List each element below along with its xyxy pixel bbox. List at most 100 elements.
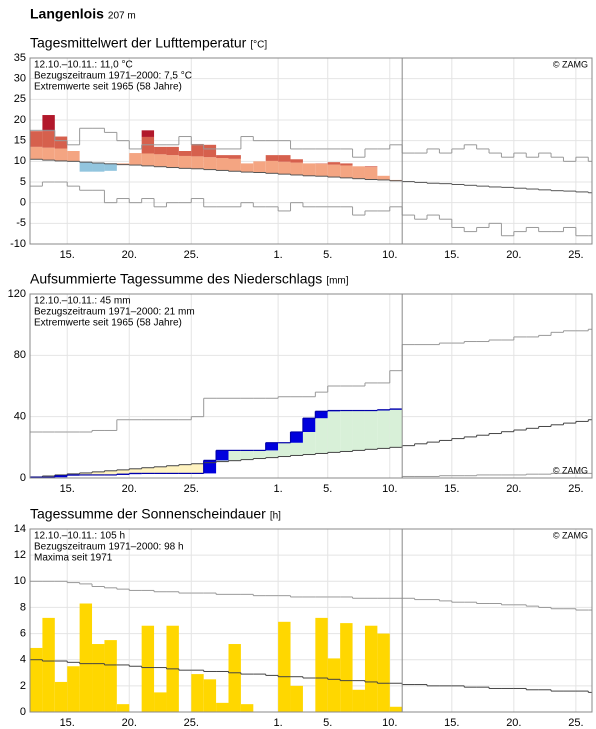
- y-tick-label: 4: [20, 654, 26, 666]
- anomaly-bar: [278, 155, 291, 162]
- bar: [290, 685, 303, 712]
- anomaly-bar: [377, 175, 390, 180]
- anomaly-bar: [278, 161, 291, 175]
- daily-increment: [216, 450, 229, 461]
- anomaly-bar: [54, 136, 68, 149]
- anomaly-bar: [216, 158, 229, 171]
- surplus-fill: [228, 450, 241, 461]
- y-tick-label: 2: [20, 680, 26, 692]
- x-tick-label: 5.: [323, 717, 332, 729]
- daily-increment: [265, 442, 279, 451]
- bar: [315, 617, 328, 712]
- bar: [42, 617, 55, 712]
- y-tick-label: -5: [16, 217, 26, 229]
- anomaly-bar: [166, 155, 179, 168]
- bar: [240, 704, 254, 712]
- bar: [377, 633, 390, 712]
- anomaly-bar: [265, 160, 279, 174]
- anomaly-bar: [352, 166, 365, 179]
- bar: [216, 702, 229, 712]
- plot-frame: [29, 57, 593, 245]
- bar: [278, 621, 291, 712]
- x-tick-label: 25.: [568, 717, 583, 729]
- anomaly-bar: [290, 162, 303, 175]
- surplus-fill: [340, 410, 353, 452]
- anomaly-bar: [54, 148, 68, 161]
- bar: [364, 625, 378, 712]
- panel-title: Tagessumme der Sonnenscheindauer: [30, 506, 266, 522]
- anomaly-bar: [30, 131, 43, 147]
- x-tick-label: 5.: [323, 483, 332, 495]
- info-note: Bezugszeitraum 1971–2000: 21 mm: [34, 307, 195, 318]
- x-tick-label: 15.: [444, 249, 459, 261]
- anomaly-bar: [79, 162, 93, 172]
- y-tick-label: 25: [14, 93, 26, 105]
- y-tick-label: 20: [14, 114, 26, 126]
- anomaly-bar: [364, 166, 378, 168]
- deficit-fill: [178, 464, 192, 474]
- plot-frame: [29, 528, 593, 713]
- bar: [154, 692, 167, 712]
- x-tick-label: 10.: [382, 717, 397, 729]
- bar: [116, 704, 130, 712]
- anomaly-bar: [166, 146, 179, 156]
- y-tick-label: 12: [14, 549, 26, 561]
- y-tick-label: 30: [14, 73, 26, 85]
- y-tick-label: 35: [14, 52, 26, 64]
- y-tick-label: 14: [14, 523, 26, 535]
- anomaly-bar: [253, 161, 266, 173]
- bar: [228, 644, 241, 712]
- anomaly-bar: [42, 147, 55, 161]
- x-tick-label: 25.: [568, 249, 583, 261]
- anomaly-bar: [340, 163, 353, 166]
- anomaly-bar: [327, 162, 341, 165]
- anomaly-bar: [191, 156, 204, 169]
- anomaly-bar: [216, 155, 229, 159]
- y-tick-label: 6: [20, 627, 26, 639]
- anomaly-bar: [42, 131, 55, 148]
- panel-unit: [°C]: [250, 40, 267, 51]
- deficit-fill: [116, 469, 130, 475]
- bar: [30, 647, 43, 712]
- anomaly-bar: [154, 146, 167, 155]
- anomaly-bar: [104, 163, 117, 171]
- info-note: 12.10.–10.11.: 11,0 °C: [34, 60, 133, 71]
- x-tick-label: 25.: [184, 717, 199, 729]
- anomaly-bar: [116, 163, 130, 165]
- y-tick-label: 80: [14, 349, 26, 361]
- bar: [92, 644, 105, 712]
- x-tick-label: 20.: [122, 483, 137, 495]
- y-tick-label: 0: [20, 706, 26, 718]
- x-tick-label: 20.: [506, 249, 521, 261]
- y-tick-label: 0: [20, 197, 26, 209]
- anomaly-bar: [228, 155, 241, 159]
- x-tick-label: 1.: [274, 483, 283, 495]
- station-name: Langenlois: [30, 6, 104, 22]
- x-tick-label: 20.: [122, 249, 137, 261]
- anomaly-bar: [302, 163, 316, 176]
- x-tick-label: 20.: [506, 717, 521, 729]
- bar: [54, 681, 68, 712]
- x-tick-label: 15.: [60, 717, 75, 729]
- deficit-fill: [166, 465, 179, 474]
- x-tick-label: 5.: [323, 249, 332, 261]
- anomaly-bar: [191, 143, 204, 157]
- daily-increment: [54, 475, 68, 478]
- daily-increment: [315, 411, 328, 419]
- anomaly-bar: [67, 151, 80, 162]
- x-tick-label: 25.: [184, 483, 199, 495]
- surplus-fill: [389, 409, 403, 448]
- x-tick-label: 25.: [568, 483, 583, 495]
- x-tick-label: 15.: [444, 717, 459, 729]
- anomaly-bar: [290, 159, 303, 163]
- anomaly-bar: [178, 155, 192, 169]
- x-tick-label: 25.: [184, 249, 199, 261]
- y-tick-label: 8: [20, 601, 26, 613]
- deficit-fill: [92, 471, 105, 475]
- anomaly-bar: [203, 144, 217, 158]
- surplus-fill: [364, 410, 378, 450]
- surplus-fill: [352, 410, 365, 451]
- y-tick-label: 0: [20, 472, 26, 484]
- surplus-fill: [240, 450, 254, 460]
